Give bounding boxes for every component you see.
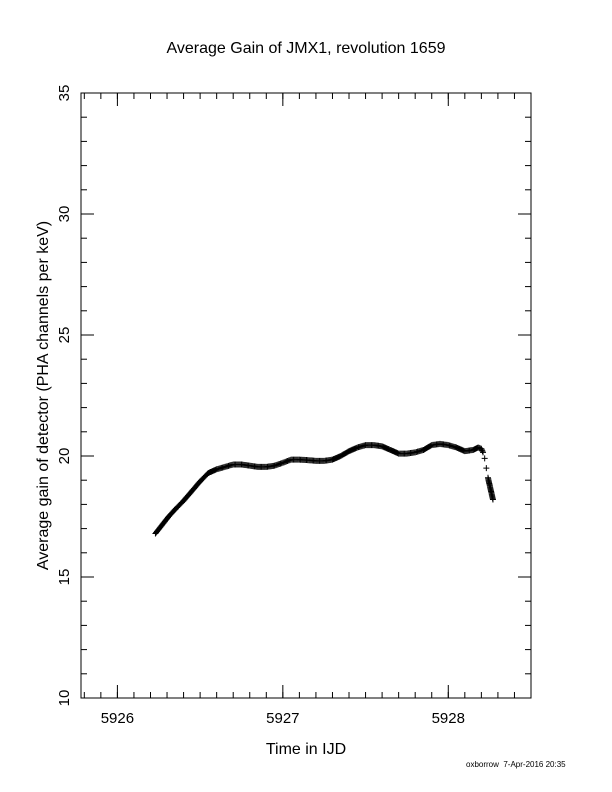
y-tick-label: 25 bbox=[56, 327, 73, 344]
plot-area-frame bbox=[80, 92, 532, 699]
data-point-trace bbox=[405, 449, 418, 457]
x-axis-label: Time in IJD bbox=[266, 741, 346, 758]
data-point-trace bbox=[330, 453, 343, 463]
y-tick-label: 35 bbox=[56, 85, 73, 102]
y-tick-label: 20 bbox=[56, 448, 73, 465]
data-point bbox=[481, 455, 488, 462]
chart-title: Average Gain of JMX1, revolution 1659 bbox=[167, 40, 446, 57]
data-point-trace bbox=[264, 462, 277, 470]
data-point bbox=[483, 465, 490, 472]
footer-timestamp: 7-Apr-2016 20:35 bbox=[503, 760, 566, 769]
y-axis-label: Average gain of detector (PHA channels p… bbox=[35, 221, 52, 570]
x-tick-label: 5926 bbox=[101, 710, 134, 727]
footer-stamp: oxborrow 7-Apr-2016 20:35 bbox=[466, 760, 566, 769]
data-point-trace bbox=[478, 446, 486, 455]
data-point-trace bbox=[338, 448, 351, 459]
data-point-trace bbox=[446, 442, 459, 451]
data-point-trace bbox=[159, 514, 171, 528]
data-point-trace bbox=[413, 447, 426, 456]
y-tick-label: 10 bbox=[56, 690, 73, 707]
x-tick-labels: 5926 5927 5928 bbox=[101, 710, 465, 727]
x-tick-label: 5928 bbox=[432, 710, 465, 727]
data-point-trace bbox=[347, 444, 360, 454]
major-ticks bbox=[81, 92, 531, 699]
x-tick-label: 5927 bbox=[266, 710, 299, 727]
data-point-trace bbox=[153, 522, 165, 536]
data-point-trace bbox=[380, 443, 393, 453]
data-point-trace bbox=[166, 507, 178, 519]
data-point-trace bbox=[197, 470, 211, 484]
data-points bbox=[152, 440, 496, 537]
footer-user: oxborrow bbox=[466, 760, 499, 769]
data-point-trace bbox=[189, 479, 203, 494]
data-point-trace bbox=[485, 475, 496, 502]
data-point-trace bbox=[206, 466, 219, 476]
data-point-trace bbox=[322, 456, 335, 464]
y-tick-labels: 10 15 20 25 30 35 bbox=[56, 85, 73, 707]
y-tick-label: 30 bbox=[56, 206, 73, 223]
data-point-trace bbox=[372, 442, 384, 450]
y-tick-label: 15 bbox=[56, 569, 73, 586]
data-point-trace bbox=[181, 488, 195, 503]
data-point-trace bbox=[476, 444, 484, 452]
data-point-trace bbox=[421, 442, 434, 453]
data-point-trace bbox=[173, 498, 186, 512]
data-point-trace bbox=[214, 464, 227, 472]
data-point-trace bbox=[438, 441, 451, 448]
minor-ticks bbox=[81, 92, 532, 699]
data-point-trace bbox=[463, 447, 475, 454]
data-point-trace bbox=[272, 460, 285, 469]
